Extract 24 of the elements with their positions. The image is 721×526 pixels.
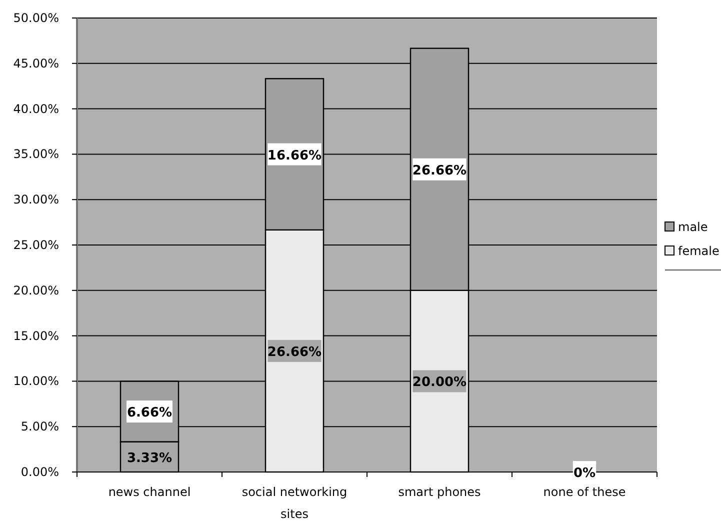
data-label: 0% xyxy=(573,466,596,481)
y-tick-label: 0.00% xyxy=(20,465,59,479)
y-tick-label: 10.00% xyxy=(13,374,59,388)
legend-label: male xyxy=(678,220,708,234)
x-tick-label: social networking sites xyxy=(242,485,348,521)
y-tick-label: 35.00% xyxy=(13,147,59,162)
y-tick-label: 15.00% xyxy=(13,328,59,343)
y-tick-label: 5.00% xyxy=(20,420,59,434)
x-tick-label: news channel xyxy=(108,485,191,499)
y-tick-label: 30.00% xyxy=(13,192,59,207)
y-tick-label: 50.00% xyxy=(13,11,59,25)
data-label: 3.33% xyxy=(126,450,172,466)
x-tick-label: smart phones xyxy=(398,485,481,499)
data-label: 16.66% xyxy=(267,148,322,164)
y-tick-label: 20.00% xyxy=(13,283,59,298)
data-label: 26.66% xyxy=(267,344,322,360)
y-tick-label: 45.00% xyxy=(13,56,59,70)
data-label: 20.00% xyxy=(412,375,467,390)
data-label: 6.66% xyxy=(126,406,172,421)
legend-label: female xyxy=(678,244,720,258)
y-tick-label: 40.00% xyxy=(13,102,59,116)
x-tick-label: none of these xyxy=(543,485,626,499)
data-label: 26.66% xyxy=(412,163,467,178)
y-tick-label: 25.00% xyxy=(13,238,59,252)
